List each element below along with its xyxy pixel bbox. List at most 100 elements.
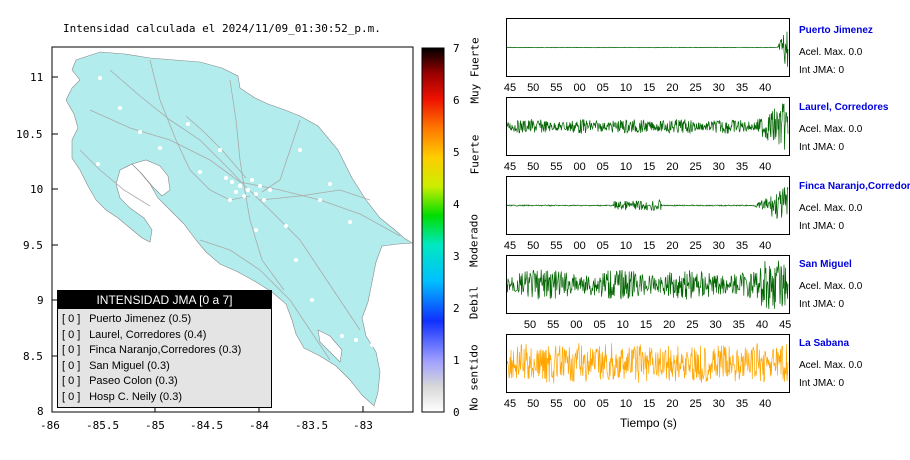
colorbar-word: Debil xyxy=(467,285,481,320)
legend-bracket: [ 0 ] xyxy=(62,359,81,372)
legend-text: Hosp C. Neily (0.3) xyxy=(89,390,182,403)
time-tick-label: 20 xyxy=(666,240,679,252)
time-tick-label: 50 xyxy=(527,398,540,410)
colorbar-word: Fuerte xyxy=(468,134,482,175)
colorbar-word: No sentido xyxy=(467,344,481,411)
station-acel-max: Acel. Max. 0.0 xyxy=(799,47,863,58)
station-int-jma: Int JMA: 0 xyxy=(799,378,845,389)
time-tick-label: 30 xyxy=(712,161,725,173)
waveform-trace xyxy=(507,31,789,67)
legend-item: [ 0 ] Paseo Colon (0.3) xyxy=(62,374,271,390)
time-tick-label: 25 xyxy=(689,161,702,173)
time-tick-label: 55 xyxy=(547,319,560,331)
time-tick-label: 00 xyxy=(570,319,583,331)
time-tick-label: 50 xyxy=(527,161,540,173)
time-tick-label: 40 xyxy=(759,398,772,410)
time-tick-label: 35 xyxy=(735,82,749,94)
time-tick-label: 30 xyxy=(712,398,725,410)
time-tick-label: 05 xyxy=(596,398,609,410)
time-tick-label: 15 xyxy=(643,398,656,410)
time-tick-label: 10 xyxy=(619,240,633,252)
waveform-trace xyxy=(507,103,789,150)
time-tick-label: 35 xyxy=(735,398,749,410)
time-tick-label: 15 xyxy=(639,319,653,331)
waveform-panel xyxy=(506,255,790,314)
intensity-legend: INTENSIDAD JMA [0 a 7] [ 0 ] Puerto Jime… xyxy=(57,290,272,408)
station-int-jma: Int JMA: 0 xyxy=(799,221,845,232)
time-tick-label: 00 xyxy=(573,82,586,94)
time-tick-label: 10 xyxy=(616,319,629,331)
legend-text: Laurel, Corredores (0.4) xyxy=(89,328,207,341)
y-tick-label: 10.5 xyxy=(16,128,43,141)
waveform-panel xyxy=(506,18,790,77)
time-tick-label: 40 xyxy=(759,240,772,252)
time-tick-label: 05 xyxy=(596,240,609,252)
station-acel-max: Acel. Max. 0.0 xyxy=(799,281,863,292)
time-tick-label: 05 xyxy=(596,161,609,173)
time-tick-label: 15 xyxy=(643,161,656,173)
time-tick-label: 00 xyxy=(573,398,586,410)
time-tick-label: 30 xyxy=(709,319,722,331)
waveform-trace xyxy=(507,187,789,219)
time-tick-label: 10 xyxy=(619,161,633,173)
legend-title: INTENSIDAD JMA [0 a 7] xyxy=(58,291,271,309)
station-acel-max: Acel. Max. 0.0 xyxy=(799,124,863,135)
time-tick-label: 20 xyxy=(666,82,679,94)
colorbar-tick-label: 6 xyxy=(453,94,460,107)
time-tick-label: 25 xyxy=(686,319,699,331)
x-tick-label: -84.5 xyxy=(190,419,224,432)
time-tick-label: 45 xyxy=(779,319,792,331)
colorbar-word: Muy Fuerte xyxy=(468,37,482,104)
station-name: Finca Naranjo,Corredores xyxy=(799,181,910,192)
time-tick-label: 30 xyxy=(712,82,725,94)
time-tick-label: 20 xyxy=(666,398,679,410)
legend-text: Paseo Colon (0.3) xyxy=(89,375,178,387)
station-acel-max: Acel. Max. 0.0 xyxy=(799,360,863,371)
colorbar-tick-label: 3 xyxy=(453,250,460,263)
time-tick-label: 15 xyxy=(643,240,656,252)
station-name: San Miguel xyxy=(799,259,852,270)
y-tick-label: 10 xyxy=(30,183,44,196)
legend-item: [ 0 ] Puerto Jimenez (0.5) xyxy=(62,312,271,328)
time-tick-label: 55 xyxy=(550,240,563,252)
x-tick-label: -84 xyxy=(249,419,269,432)
station-int-jma: Int JMA: 0 xyxy=(799,65,845,76)
y-tick-label: 9 xyxy=(37,294,44,307)
time-tick-label: 55 xyxy=(550,398,563,410)
x-tick-label: -83 xyxy=(353,419,373,432)
x-tick-label: -86 xyxy=(40,419,60,432)
legend-bracket: [ 0 ] xyxy=(62,344,81,356)
time-tick-label: 35 xyxy=(732,319,745,331)
time-tick-label: 55 xyxy=(550,82,563,94)
time-tick-label: 35 xyxy=(735,161,749,173)
legend-bracket: [ 0 ] xyxy=(62,313,81,325)
time-tick-label: 25 xyxy=(689,398,702,410)
land-polygon xyxy=(65,51,413,407)
legend-bracket: [ 0 ] xyxy=(62,390,81,403)
waveform-panel xyxy=(506,176,790,235)
time-tick-label: 00 xyxy=(573,240,586,252)
time-tick-label: 30 xyxy=(712,240,725,252)
colorbar-tick-label: 0 xyxy=(453,406,460,419)
time-tick-label: 40 xyxy=(755,319,769,331)
time-tick-label: 50 xyxy=(523,319,537,331)
legend-bracket: [ 0 ] xyxy=(62,375,81,387)
time-axis-title: Tiempo (s) xyxy=(620,416,677,430)
station-name: Puerto Jimenez xyxy=(799,25,873,36)
map-title: Intensidad calculada el 2024/11/09_01:30… xyxy=(63,22,381,35)
time-tick-label: 20 xyxy=(663,319,676,331)
time-tick-label: 05 xyxy=(596,82,609,94)
colorbar-tick-label: 2 xyxy=(453,302,460,315)
colorbar-tick-label: 1 xyxy=(453,354,460,367)
y-tick-label: 8 xyxy=(37,405,44,418)
station-int-jma: Int JMA: 0 xyxy=(799,299,845,310)
time-tick-label: 45 xyxy=(503,161,517,173)
time-tick-label: 20 xyxy=(666,161,679,173)
x-tick-label: -85.5 xyxy=(86,419,120,432)
legend-item: [ 0 ] Finca Naranjo,Corredores (0.3) xyxy=(62,343,271,359)
station-int-jma: Int JMA: 0 xyxy=(799,142,845,153)
station-name: La Sabana xyxy=(799,338,850,349)
legend-text: Puerto Jimenez (0.5) xyxy=(89,313,192,325)
time-tick-label: 45 xyxy=(503,82,517,94)
station-acel-max: Acel. Max. 0.0 xyxy=(799,203,863,214)
